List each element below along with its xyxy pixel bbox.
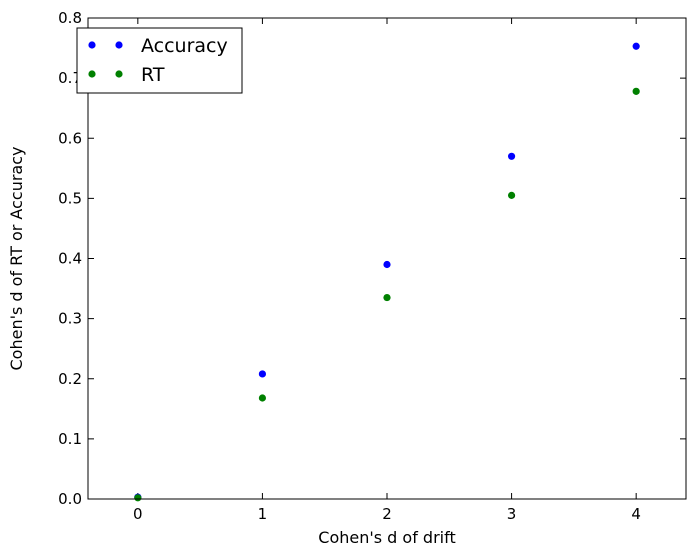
y-tick-label: 0.0 xyxy=(58,490,82,508)
legend-marker-rt xyxy=(88,70,96,78)
x-tick-label: 0 xyxy=(133,505,143,523)
data-point-rt xyxy=(258,394,267,402)
x-axis-title: Cohen's d of drift xyxy=(318,528,455,547)
legend-items: Accuracy RT xyxy=(88,35,228,86)
legend-box xyxy=(76,27,243,94)
data-point-rt xyxy=(134,494,142,502)
x-tick-label: 1 xyxy=(258,505,268,523)
data-point-accuracy xyxy=(383,260,391,269)
data-point-rt xyxy=(507,191,516,199)
y-tick-label: 0.7 xyxy=(58,69,82,87)
y-tick-label: 0.1 xyxy=(58,430,82,448)
data-point-accuracy xyxy=(507,152,516,160)
y-tick-label: 0.3 xyxy=(58,310,82,328)
legend-marker-rt xyxy=(115,70,123,78)
plot-frame xyxy=(87,17,687,500)
data-point-rt xyxy=(632,87,640,95)
x-tick-label: 3 xyxy=(507,505,517,523)
legend-marker-accuracy xyxy=(88,41,96,49)
x-tick-label: 4 xyxy=(631,505,641,523)
data-point-rt xyxy=(383,293,391,302)
y-tick-label: 0.8 xyxy=(58,9,82,27)
y-tick-label: 0.2 xyxy=(58,370,82,388)
legend-label-rt: RT xyxy=(141,64,165,86)
y-tick-label: 0.4 xyxy=(58,250,82,268)
data-point-accuracy xyxy=(258,370,267,378)
points-layer xyxy=(134,42,640,502)
ticks-layer: 0 1 2 3 4 0.0 0.1 0.2 0.3 0.4 0.5 0.6 0.7 0.8 xyxy=(58,9,686,523)
legend-marker-accuracy xyxy=(115,41,123,49)
y-axis-title: Cohen's d of RT or Accuracy xyxy=(7,147,26,371)
legend-label-accuracy: Accuracy xyxy=(141,35,228,57)
legend: Accuracy RT xyxy=(76,27,243,94)
data-point-accuracy xyxy=(632,42,640,50)
y-tick-label: 0.6 xyxy=(58,129,82,147)
x-tick-label: 2 xyxy=(382,505,392,523)
y-tick-label: 0.5 xyxy=(58,189,82,207)
